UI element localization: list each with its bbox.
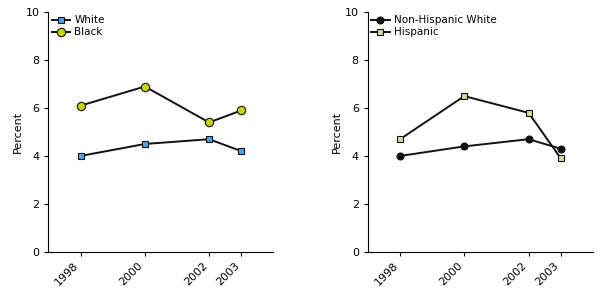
Y-axis label: Percent: Percent (332, 111, 342, 153)
White (141, 142, 148, 146)
Non-Hispanic White (460, 145, 468, 148)
Legend: White, Black: White, Black (50, 14, 106, 39)
White (206, 137, 213, 141)
Black (238, 109, 245, 112)
White (238, 149, 245, 153)
Line: Non-Hispanic White: Non-Hispanic White (396, 136, 564, 159)
Hispanic (557, 157, 564, 160)
Black (77, 104, 84, 107)
Line: Black: Black (76, 82, 246, 126)
Hispanic (460, 94, 468, 98)
White (77, 154, 84, 158)
Line: Hispanic: Hispanic (396, 93, 564, 162)
Black (206, 121, 213, 124)
Non-Hispanic White (525, 137, 532, 141)
Y-axis label: Percent: Percent (13, 111, 22, 153)
Non-Hispanic White (396, 154, 404, 158)
Legend: Non-Hispanic White, Hispanic: Non-Hispanic White, Hispanic (370, 14, 498, 39)
Hispanic (396, 137, 404, 141)
Line: White: White (77, 136, 245, 159)
Non-Hispanic White (557, 147, 564, 151)
Hispanic (525, 111, 532, 115)
Black (141, 85, 148, 88)
